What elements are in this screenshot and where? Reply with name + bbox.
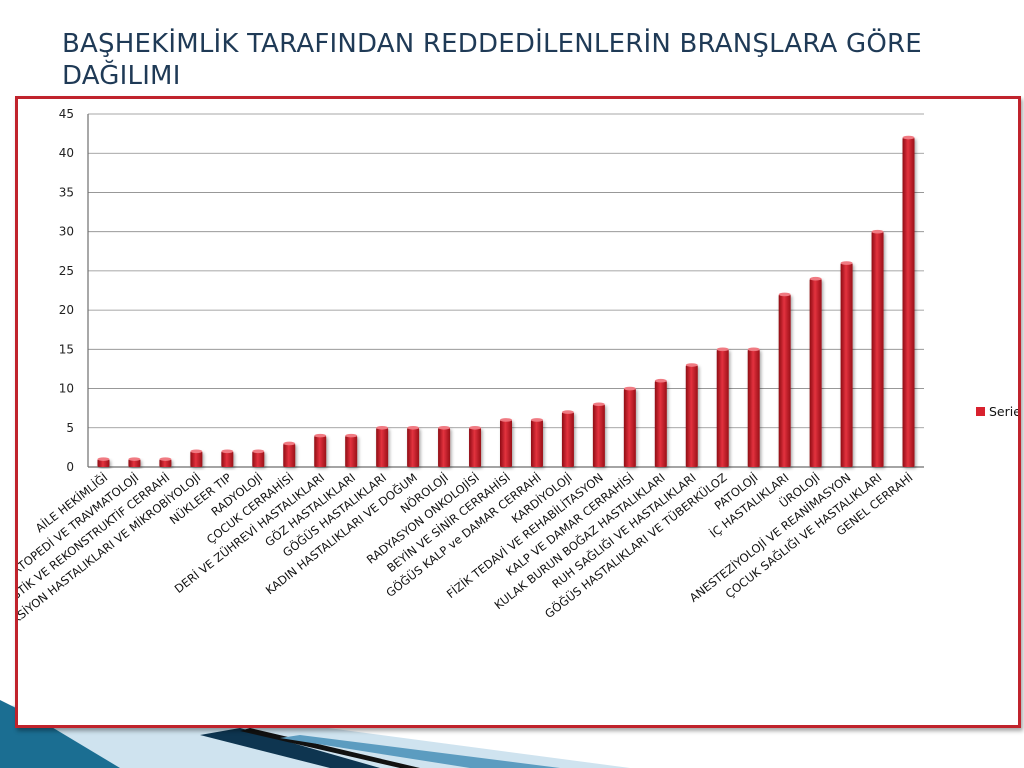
y-tick-label: 15	[59, 342, 74, 356]
bar-cap	[221, 449, 234, 454]
bar-cap	[778, 292, 791, 297]
bar	[376, 427, 389, 467]
chart-frame: 0 5 10 15 20 25 30 35 40 45 AİLE HEKİMLİĞİ ORTOPED…	[15, 96, 1021, 728]
bar	[438, 427, 451, 467]
bar-cap	[159, 457, 172, 461]
bar-cap	[747, 347, 760, 352]
bar	[685, 365, 698, 467]
bar	[809, 278, 822, 467]
bar-cap	[252, 449, 265, 454]
bar-series	[97, 135, 915, 467]
bar-cap	[128, 457, 141, 461]
bar	[561, 412, 574, 467]
bar	[221, 451, 234, 467]
bar-cap	[902, 135, 915, 140]
bar-cap	[469, 425, 482, 430]
bar-cap	[623, 386, 636, 391]
bar-cap	[561, 410, 574, 414]
bar	[592, 404, 605, 467]
y-tick-label: 45	[59, 107, 74, 121]
bar	[623, 388, 636, 467]
bar-cap	[376, 425, 389, 430]
bar	[500, 419, 512, 467]
bar	[871, 231, 884, 467]
y-axis-tick-labels: 0 5 10 15 20 25 30 35 40 45	[59, 107, 74, 474]
bar	[314, 435, 327, 467]
bar	[902, 137, 915, 467]
bar	[840, 263, 853, 467]
bar-cap	[592, 402, 605, 407]
bar	[190, 451, 203, 467]
bar-cap	[530, 418, 543, 422]
legend-swatch-series1	[976, 407, 985, 416]
bar-cap	[283, 441, 296, 446]
bar-cap	[871, 229, 884, 234]
decor-mid-blue-band	[280, 735, 560, 768]
bar-cap	[654, 378, 667, 383]
bar	[778, 294, 791, 467]
y-tick-label: 20	[59, 303, 74, 317]
bar	[530, 419, 543, 467]
bar-cap	[314, 433, 327, 438]
y-tick-label: 0	[66, 460, 74, 474]
bar	[159, 459, 172, 467]
bar	[345, 435, 358, 467]
bar-cap	[438, 425, 451, 430]
bar-cap	[407, 425, 420, 430]
y-tick-label: 35	[59, 185, 74, 199]
bar-cap	[840, 261, 853, 265]
legend: Series1	[976, 404, 1018, 419]
bar-cap	[190, 449, 203, 454]
bar	[252, 451, 265, 467]
bar	[747, 349, 760, 467]
bar	[407, 427, 420, 467]
y-tick-label: 10	[59, 382, 74, 396]
y-tick-label: 25	[59, 264, 74, 278]
bar	[128, 459, 141, 467]
bar-cap	[685, 363, 698, 367]
y-tick-label: 40	[59, 146, 74, 160]
y-tick-label: 30	[59, 225, 74, 239]
bar-cap	[716, 347, 729, 352]
legend-label-series1: Series1	[989, 404, 1018, 419]
slide-title: BAŞHEKİMLİK TARAFINDAN REDDEDİLENLERİN B…	[62, 29, 922, 91]
decor-dark-blue-band	[200, 728, 380, 768]
bar	[283, 443, 296, 467]
bar	[716, 349, 729, 467]
bar	[469, 427, 482, 467]
bar-cap	[809, 276, 822, 281]
y-tick-label: 5	[66, 421, 74, 435]
gridlines	[87, 113, 924, 468]
bar-cap	[97, 457, 110, 461]
bar	[654, 380, 667, 467]
bar	[97, 459, 110, 467]
bar-cap	[500, 418, 512, 422]
bar-chart: 0 5 10 15 20 25 30 35 40 45 AİLE HEKİMLİĞİORTOPED…	[18, 107, 1018, 645]
decor-black-stripe	[240, 728, 420, 768]
bar-cap	[345, 433, 358, 438]
